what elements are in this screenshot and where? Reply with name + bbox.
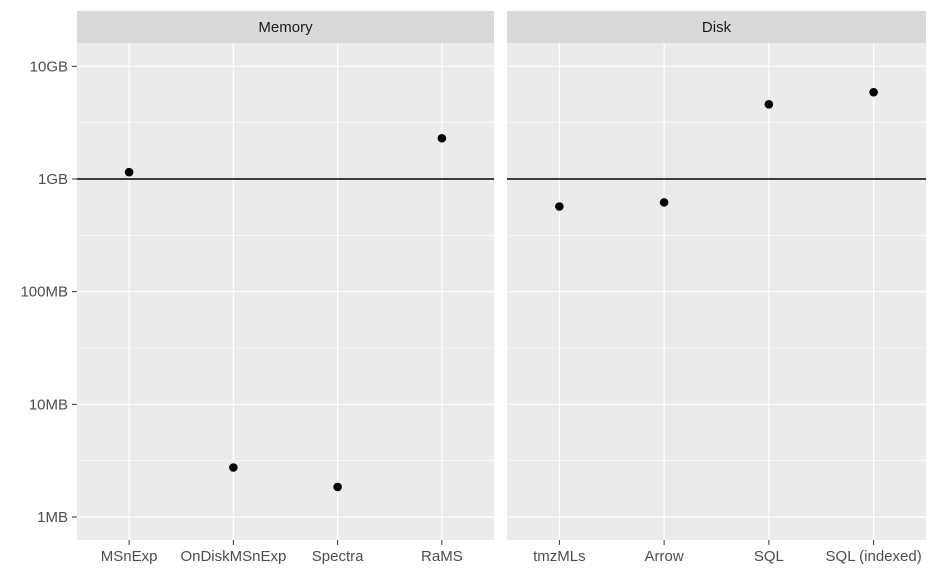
x-tick-label: RaMS: [421, 548, 463, 565]
facet-strip: [77, 11, 494, 43]
data-point: [229, 463, 238, 472]
y-tick-label: 10GB: [30, 58, 68, 75]
data-point: [659, 198, 669, 207]
data-point: [764, 100, 774, 109]
data-point: [869, 87, 878, 97]
data-point: [437, 133, 447, 143]
y-tick-label: 100MB: [20, 284, 68, 301]
x-tick-label: SQL: [754, 548, 784, 565]
facet-strip: [507, 11, 926, 43]
data-point: [555, 202, 564, 211]
y-tick-label: 1MB: [37, 509, 68, 526]
x-tick-label: SQL (indexed): [826, 548, 922, 565]
x-tick-label: Spectra: [312, 548, 364, 565]
x-tick-label: MSnExp: [101, 548, 158, 565]
y-tick-label: 10MB: [29, 396, 68, 413]
facet-strip-label: Memory: [258, 19, 313, 36]
facet-strip-label: Disk: [702, 19, 732, 36]
x-tick-label: OnDiskMSnExp: [180, 548, 286, 565]
x-tick-label: Arrow: [645, 548, 684, 565]
y-tick-label: 1GB: [38, 171, 68, 188]
data-point: [124, 167, 134, 177]
x-tick-label: tmzMLs: [533, 548, 586, 565]
data-point: [333, 482, 342, 492]
